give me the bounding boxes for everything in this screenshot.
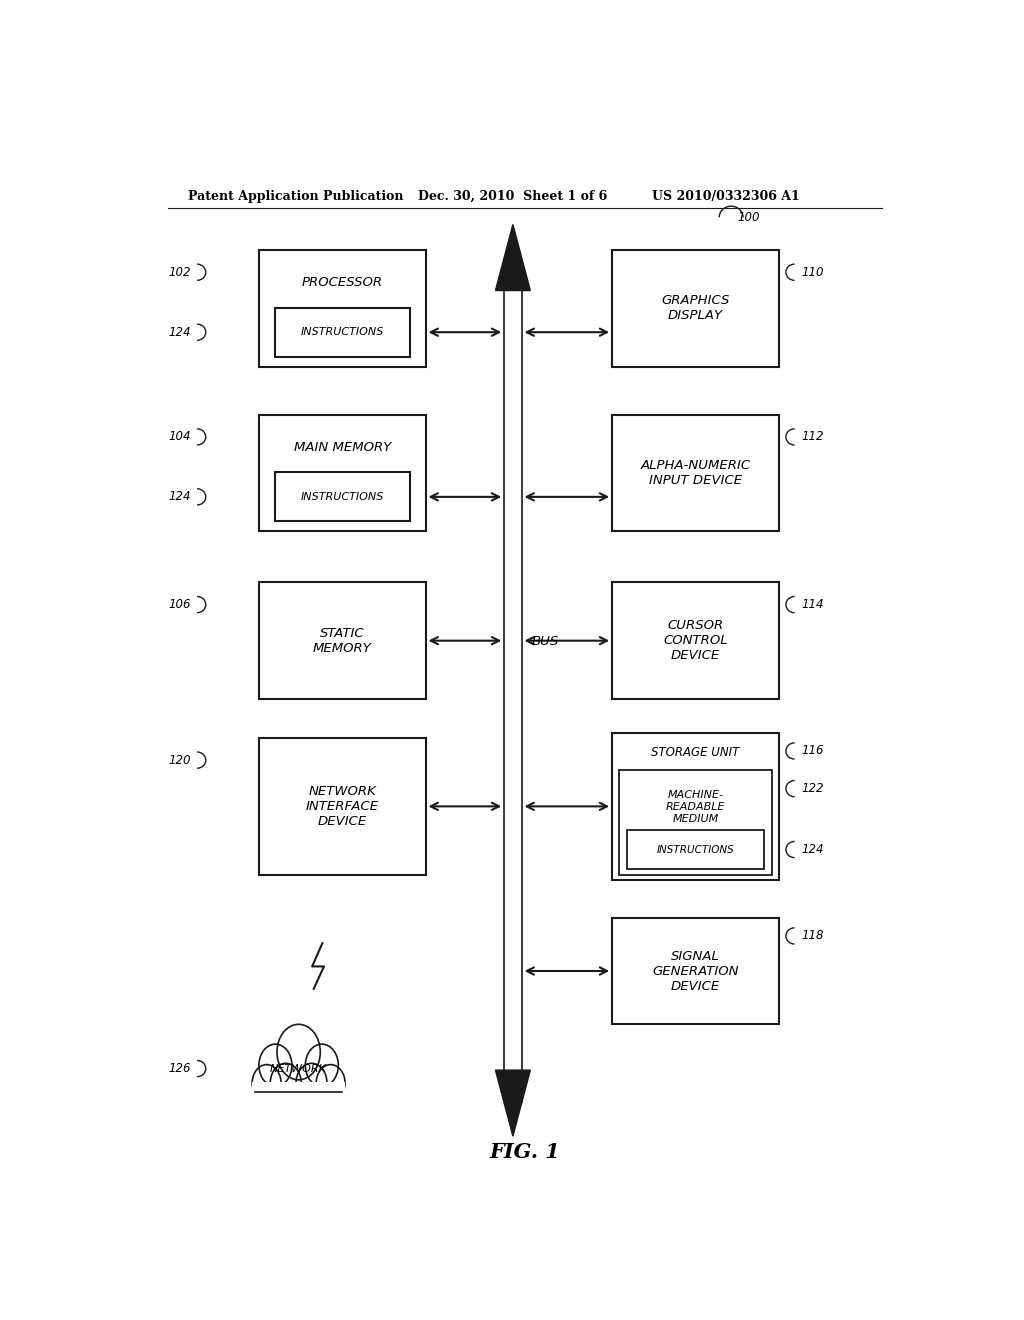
FancyBboxPatch shape — [612, 582, 778, 700]
Text: NETWORK
INTERFACE
DEVICE: NETWORK INTERFACE DEVICE — [306, 785, 379, 828]
Text: MAIN MEMORY: MAIN MEMORY — [294, 441, 391, 454]
Text: 110: 110 — [801, 265, 823, 279]
Text: SIGNAL
GENERATION
DEVICE: SIGNAL GENERATION DEVICE — [652, 949, 738, 993]
FancyBboxPatch shape — [259, 738, 426, 875]
Circle shape — [276, 1024, 321, 1080]
Circle shape — [296, 1064, 327, 1104]
Circle shape — [305, 1044, 338, 1086]
FancyBboxPatch shape — [504, 1071, 521, 1102]
Circle shape — [270, 1064, 301, 1104]
Text: Patent Application Publication: Patent Application Publication — [187, 190, 403, 202]
Text: 118: 118 — [801, 929, 823, 942]
Text: INSTRUCTIONS: INSTRUCTIONS — [656, 845, 734, 854]
Text: BUS: BUS — [531, 635, 558, 648]
Polygon shape — [496, 224, 530, 290]
Text: INSTRUCTIONS: INSTRUCTIONS — [301, 492, 384, 502]
Circle shape — [316, 1065, 345, 1102]
FancyBboxPatch shape — [259, 249, 426, 367]
Text: FIG. 1: FIG. 1 — [489, 1142, 560, 1163]
Text: 122: 122 — [801, 783, 823, 795]
FancyBboxPatch shape — [259, 582, 426, 700]
Text: 102: 102 — [168, 265, 190, 279]
Text: 116: 116 — [801, 744, 823, 758]
Text: 100: 100 — [737, 211, 760, 224]
FancyBboxPatch shape — [504, 289, 521, 290]
Text: 120: 120 — [168, 754, 190, 767]
Text: STORAGE UNIT: STORAGE UNIT — [651, 747, 739, 759]
Text: NETWORK: NETWORK — [270, 1064, 327, 1073]
Text: 112: 112 — [801, 430, 823, 444]
FancyBboxPatch shape — [612, 414, 778, 532]
Text: 124: 124 — [801, 843, 823, 857]
Text: PROCESSOR: PROCESSOR — [302, 276, 383, 289]
Text: ALPHA-NUMERIC
INPUT DEVICE: ALPHA-NUMERIC INPUT DEVICE — [640, 459, 751, 487]
FancyBboxPatch shape — [627, 830, 764, 869]
Circle shape — [259, 1044, 292, 1086]
Text: 104: 104 — [168, 430, 190, 444]
Text: US 2010/0332306 A1: US 2010/0332306 A1 — [652, 190, 800, 202]
FancyBboxPatch shape — [274, 308, 410, 356]
FancyBboxPatch shape — [612, 733, 778, 880]
Text: 124: 124 — [168, 490, 190, 503]
Text: STATIC
MEMORY: STATIC MEMORY — [313, 627, 372, 655]
Text: 126: 126 — [168, 1063, 190, 1074]
Circle shape — [252, 1065, 281, 1102]
Text: 114: 114 — [801, 598, 823, 611]
Text: GRAPHICS
DISPLAY: GRAPHICS DISPLAY — [662, 294, 730, 322]
Polygon shape — [496, 1071, 530, 1137]
Text: INSTRUCTIONS: INSTRUCTIONS — [301, 327, 384, 337]
FancyBboxPatch shape — [259, 414, 426, 532]
FancyBboxPatch shape — [504, 289, 521, 1102]
Text: 124: 124 — [168, 326, 190, 339]
Text: MACHINE-
READABLE
MEDIUM: MACHINE- READABLE MEDIUM — [666, 791, 725, 824]
FancyBboxPatch shape — [252, 1082, 345, 1109]
FancyBboxPatch shape — [620, 771, 772, 875]
FancyBboxPatch shape — [612, 249, 778, 367]
Text: CURSOR
CONTROL
DEVICE: CURSOR CONTROL DEVICE — [664, 619, 728, 663]
Text: 106: 106 — [168, 598, 190, 611]
FancyBboxPatch shape — [612, 917, 778, 1024]
FancyBboxPatch shape — [274, 473, 410, 521]
Text: Dec. 30, 2010  Sheet 1 of 6: Dec. 30, 2010 Sheet 1 of 6 — [418, 190, 607, 202]
